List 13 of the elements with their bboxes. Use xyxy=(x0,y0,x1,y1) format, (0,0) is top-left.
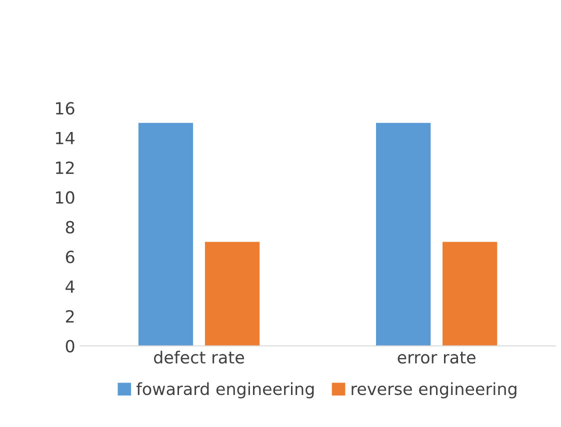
y-tick-label: 12 xyxy=(56,161,74,174)
y-tick-label: 6 xyxy=(66,250,74,264)
y-tick-label: 2 xyxy=(66,310,74,322)
x-tick-label: defect rate xyxy=(154,350,244,364)
y-tick-label: 4 xyxy=(66,280,74,293)
legend-label: fowarard engineering xyxy=(136,382,314,398)
legend-label: reverse engineering xyxy=(352,382,516,398)
y-tick-label: 0 xyxy=(66,340,74,352)
y-tick-label: 14 xyxy=(56,132,74,144)
x-tick-label: error rate xyxy=(398,352,476,364)
y-tick-label: 8 xyxy=(66,220,74,234)
y-tick-label: 10 xyxy=(56,191,74,204)
y-tick-label: 16 xyxy=(56,102,74,115)
